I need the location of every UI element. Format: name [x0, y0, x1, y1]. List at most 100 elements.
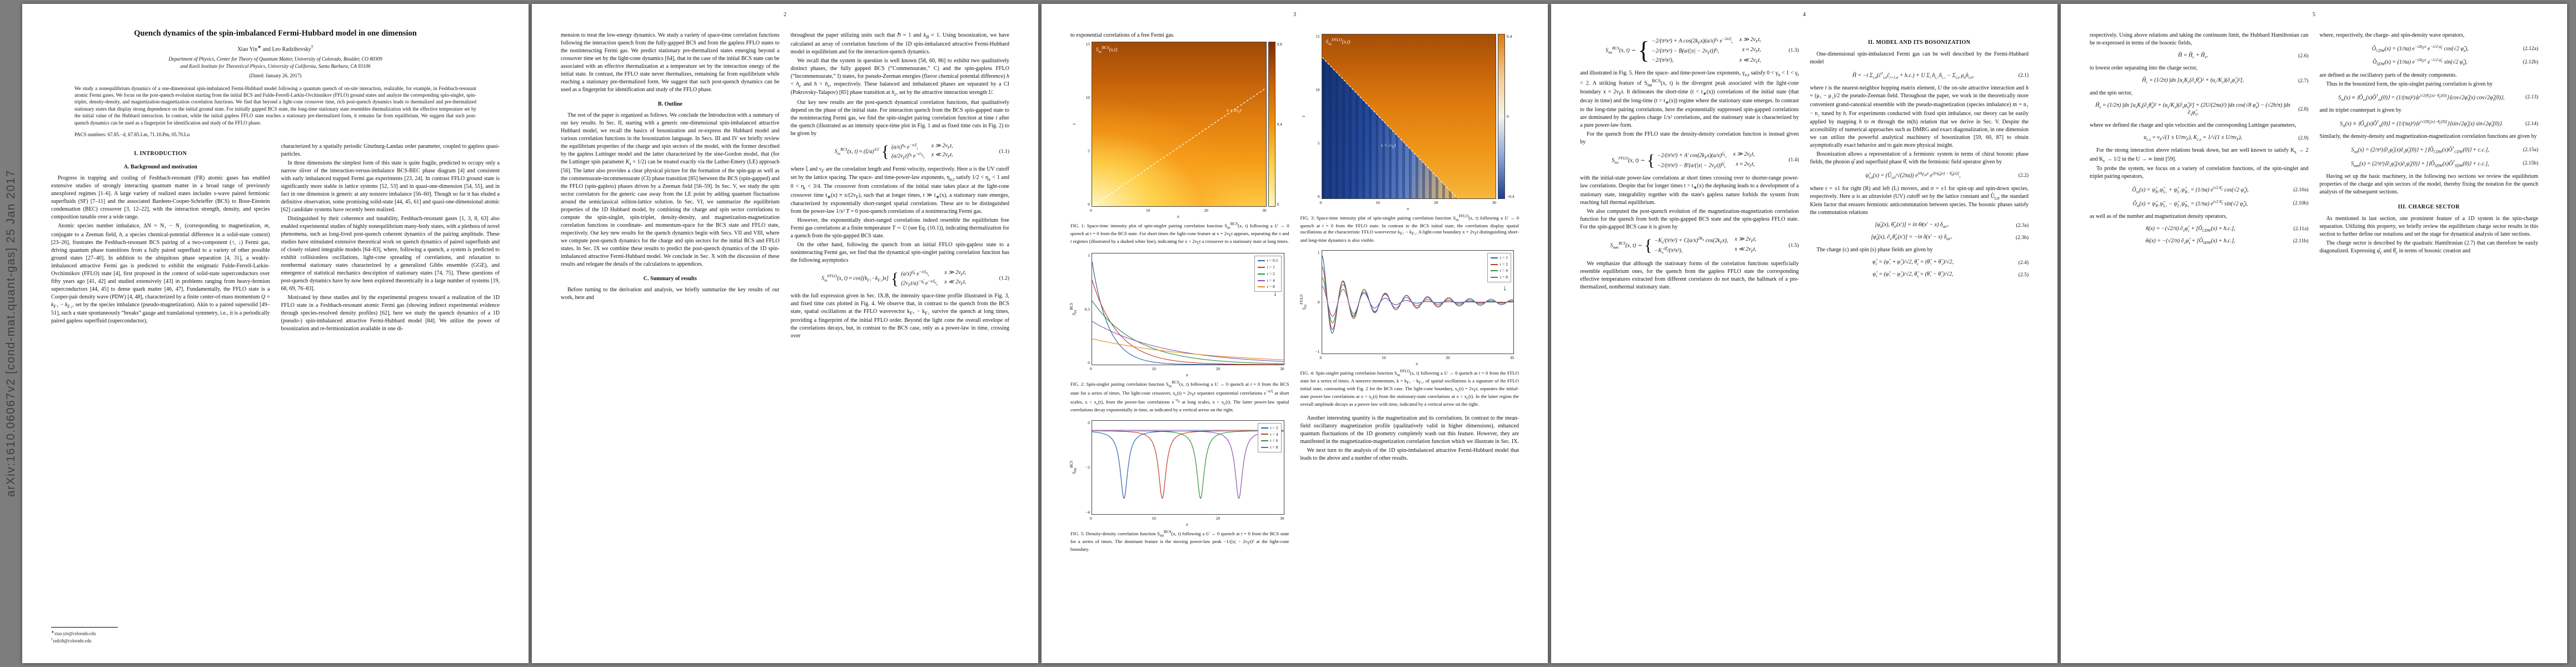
fig2-caption: FIG. 2: Spin-singlet pairing correlation…	[1070, 380, 1289, 413]
paragraph: Distinguished by their coherence and tun…	[281, 216, 500, 292]
page-3: 3 to exponential correlations of a free …	[1042, 4, 1548, 663]
paragraph: and its triplet counterpart is given by	[2319, 107, 2401, 113]
fig3-colorbar	[1498, 34, 1505, 199]
equation-number: (2.9)	[2298, 135, 2309, 141]
legend-item: t = 1	[1257, 264, 1278, 271]
page-1: Quench dynamics of the spin-imbalanced F…	[22, 4, 529, 663]
equation-number: (2.12b)	[2523, 59, 2538, 65]
legend-item: t = 1	[1491, 255, 1508, 261]
paragraph: Another interesting quantity is the magn…	[1300, 415, 1519, 445]
arxiv-watermark-strip: arXiv:1610.06067v2 [cond-mat.quant-gas] …	[1, 0, 21, 667]
equation-2-15a: Snn(x) = (2/π²)⟨∂xφ̂c(x)∂xφ̂c(0)⟩ + [⟨ÔC…	[2320, 146, 2538, 154]
tick-label: 0	[1277, 202, 1279, 207]
paragraph: The charge (c) and spin (s) phase fields…	[1816, 247, 1933, 253]
equation-1-1: SssBCS(x, t) ≈ (ξ/a)3/2 (a/x)ηx e−x/ξ, x …	[791, 142, 1009, 161]
pacs-line: PACS numbers: 67.85.−d, 67.85.Lm, 71.10.…	[74, 132, 190, 138]
page-5: 5 respectively. Using above relations an…	[2061, 4, 2567, 663]
equation-number: (2.11b)	[2293, 238, 2309, 245]
paragraph: To probe the system, we focus on a varie…	[2090, 166, 2309, 180]
case-expr: −Kseff/(π²x²),	[1654, 246, 1683, 255]
equation-number: (1.4)	[1788, 157, 1799, 163]
paragraph: characterized by a spatially periodic Gi…	[281, 143, 500, 158]
legend-swatch	[1257, 280, 1265, 281]
legend-item: t = 8	[1260, 444, 1278, 451]
fig1-lightcone-line	[1092, 42, 1266, 206]
equation-body: Ĥ = −t Σi,σ(ĉ†i,σĉi+1,σ + h.c.) + U Σi n…	[1852, 71, 1974, 80]
paragraph: We emphasize that although the stationar…	[1580, 260, 1799, 290]
tick-label: 1	[1317, 250, 1320, 255]
equation-2-10b: Ôst(x) = ψ̂R↑ψ̂L↓ − ψ̂L↑ψ̂R↓ = (1/πa) ei…	[2090, 200, 2308, 208]
legend-item: t = 2	[1260, 425, 1278, 431]
paragraph: with the initial-state power-law correla…	[1580, 175, 1799, 206]
fig1-caption: FIG. 1: Space-time intensity plot of spi…	[1070, 222, 1289, 246]
equation-2-12a: ÔCDW(x) = (1/πa) e−i2kFx e−i√2 φ̂c cos(√…	[2320, 44, 2538, 53]
equation-body: Sss(x) ≡ ⟨Ôss(x)Ô†ss(0)⟩ = (1/(πa)²)⟨ei√…	[2338, 93, 2505, 102]
legend-item: t = 4	[1257, 277, 1278, 284]
fig3-heatmap: SssFFLO(x,t) x = 2vFt	[1321, 34, 1496, 199]
equation-body: Ĥ = Ĥc + Ĥs,	[2178, 52, 2208, 59]
legend-swatch	[1260, 446, 1268, 448]
paragraph: We also computed the post-quench evoluti…	[1580, 208, 1799, 230]
legend-label: t = 4	[1500, 268, 1508, 273]
paragraph: throughout the paper utilizing units suc…	[790, 32, 1010, 55]
equation-number: (2.13)	[2525, 94, 2538, 101]
legend-label: t = 2	[1267, 271, 1275, 276]
legend-swatch	[1260, 434, 1268, 435]
legend-label: t = 6	[1270, 438, 1278, 444]
case-cond: x ≫ 2vFt,	[1739, 37, 1761, 44]
page5-right-column: where, respectively, the charge- and spi…	[2320, 32, 2539, 257]
page5-left-column: respectively. Using above relations and …	[2090, 32, 2309, 257]
tick-label: 0	[1507, 114, 1509, 119]
tick-label: −2	[1085, 465, 1090, 470]
tick-label: 10	[1316, 87, 1320, 92]
case-cond: x ≫ 2vFt,	[931, 142, 953, 150]
equation-body: m̂(x) = −(√2/π) ∂xφ̂s + [ÔSDW(x) + h.c.]…	[2145, 237, 2235, 245]
page-number: 5	[2313, 12, 2315, 18]
fig2-y-axis-label: SssBCS	[1069, 303, 1078, 316]
paragraph: We next turn to the analysis of the 1D s…	[1300, 447, 1519, 461]
fig2-curves	[1092, 262, 1284, 365]
equation-2-11b: m̂(x) = −(√2/π) ∂xφ̂s + [ÔSDW(x) + h.c.]…	[2090, 237, 2309, 245]
affiliation-2: and Kavli Institute for Theoretical Phys…	[180, 63, 371, 69]
case-cond: x ≪ 2vFt,	[931, 152, 953, 160]
fig5-x-axis-label: x	[1185, 521, 1188, 527]
legend-label: t = 8	[1267, 284, 1275, 290]
tick-label: 20	[1215, 366, 1220, 372]
equation-2-3a: [φ̂σ(x), θ̂σ′(x′)] = iπ Θ(x′ − x) δσσ′, …	[1810, 222, 2029, 229]
paragraph: and the spin sector,	[2090, 90, 2132, 96]
fig2-y-ticks: 1 0.5 0	[1079, 253, 1090, 365]
equation-number: (2.3a)	[2016, 222, 2029, 228]
tick-label: −0.4	[1507, 194, 1514, 199]
legend-item: t = 4	[1491, 267, 1508, 274]
equation-body: φ̂s = (φ̂↑ − φ̂↓)/√2, θ̂s = (θ̂↑ − θ̂↓)/…	[1872, 271, 1954, 279]
authors-line: Xiao Yin∗ and Leo Radzihovsky†	[237, 44, 313, 53]
paragraph: As mentioned in last section, one promin…	[2319, 215, 2539, 237]
legend-label: t = 2	[1500, 261, 1508, 267]
equation-2-5: φ̂s = (φ̂↑ − φ̂↓)/√2, θ̂s = (θ̂↑ − θ̂↓)/…	[1810, 271, 2029, 278]
footnotes: ∗xiao.yin@colorado.edu †radzih@colorado.…	[51, 626, 270, 645]
fig4-x-axis-label: x	[1416, 360, 1418, 366]
subsection-heading-outline: B. Outline	[657, 101, 682, 107]
fig1-y-axis-label: t	[1070, 123, 1077, 125]
equation-2-6: Ĥ = Ĥc + Ĥs, (2.6)	[2090, 52, 2309, 59]
section-heading-introduction: I. INTRODUCTION	[134, 151, 187, 157]
paragraph: Atomic species number imbalance, ΔN = N↑…	[51, 223, 270, 325]
fig4-curves	[1322, 255, 1513, 334]
tick-label: 20	[1215, 515, 1220, 521]
paragraph: Having set up the basic machinery, in th…	[2319, 173, 2539, 195]
footnote-2: †radzih@colorado.edu	[51, 637, 92, 644]
page4-left-column: SnnBCS(x, t) ∼ −2/(π²x²) + A cos(2kFx)(a…	[1580, 32, 1799, 292]
equation-number: (2.2)	[2018, 172, 2029, 178]
case-expr: −Ks/(π²x²) + C(a/x)2Ks cos(2kFx),	[1654, 236, 1728, 245]
tick-label: 0	[1319, 355, 1322, 360]
legend-swatch	[1491, 263, 1498, 265]
equation-body: ÔCDW(x) = (1/πa) e−i2kFx e−i√2 φ̂c cos(√…	[2371, 44, 2469, 53]
legend-label: t = 0.5	[1267, 258, 1278, 263]
cases-brace	[1647, 153, 1655, 168]
equation-2-12b: ÔSDW(x) = (1/πa) e−i2kFx e−i√2 φ̂c sin(√…	[2320, 58, 2538, 66]
equation-number: (2.1)	[2018, 72, 2029, 78]
fig5-x-ticks: 0 10 20 30	[1090, 516, 1284, 521]
